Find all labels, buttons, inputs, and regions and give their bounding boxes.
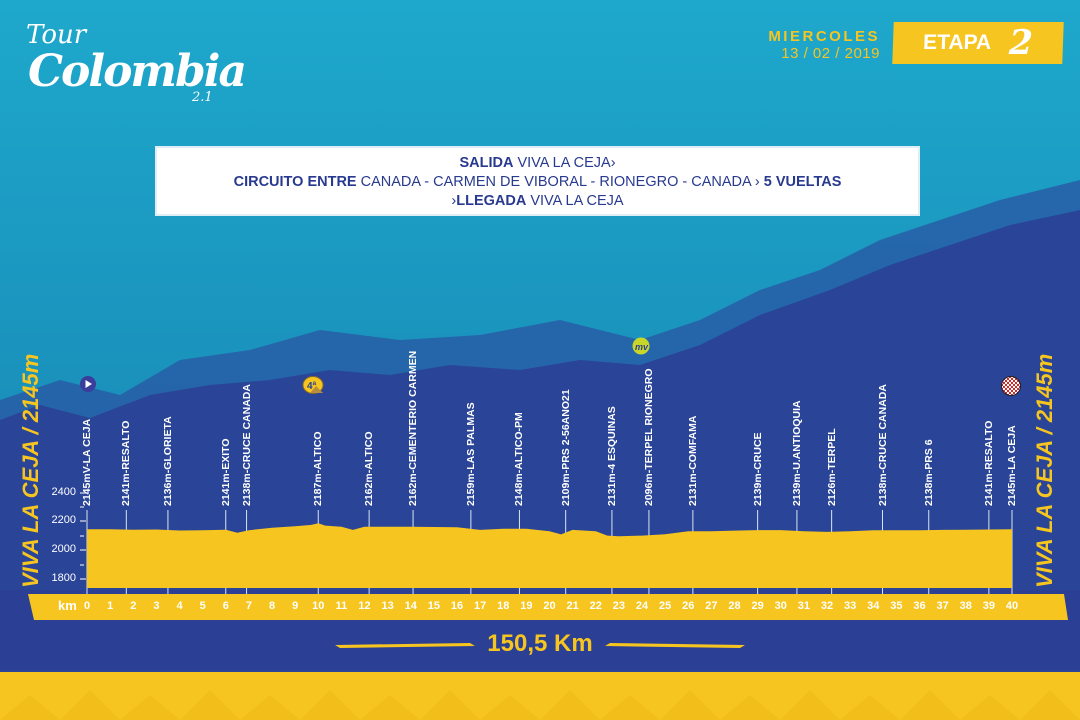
km-tick-label: 21 xyxy=(566,600,579,612)
waypoint-label: 2138m-PRS 6 xyxy=(922,439,935,506)
km-tick-label: 12 xyxy=(358,600,371,612)
distance-stroke-right xyxy=(605,643,745,648)
elevation-area xyxy=(87,523,1012,588)
svg-text:4ª: 4ª xyxy=(307,381,317,392)
route-description: SALIDA VIVA LA CEJA› CIRCUITO ENTRE CANA… xyxy=(155,146,920,216)
waypoint-label: 2162m-CEMENTERIO CARMEN xyxy=(407,350,420,506)
mountain-4th-category-icon: 4ª xyxy=(302,376,324,394)
km-tick-label: 32 xyxy=(820,600,834,612)
waypoint-label: 2139m-CRUCE xyxy=(751,432,764,506)
waypoint-label: 2159m-LAS PALMAS xyxy=(464,402,477,506)
km-unit-label: km xyxy=(58,598,77,613)
km-tick-label: 1 xyxy=(107,600,114,612)
km-tick-label: 3 xyxy=(153,600,160,612)
km-tick-label: 13 xyxy=(381,600,394,612)
km-tick-label: 29 xyxy=(751,600,764,612)
waypoint-label: 2131m-4 ESQUINAS xyxy=(605,406,618,506)
waypoint-label: 2109m-PRS 2-56ANO21 xyxy=(559,389,572,506)
km-tick-label: 27 xyxy=(705,600,718,612)
tour-colombia-logo: Tour Colombia 2.1 xyxy=(22,18,247,113)
km-tick-label: 26 xyxy=(682,600,695,612)
laps-count: 5 VUELTAS xyxy=(763,174,842,190)
circuit-places: CANADA - CARMEN DE VIBORAL - RIONEGRO - … xyxy=(356,174,764,190)
waypoint-label: 2141m-EXITO xyxy=(219,438,232,506)
waypoint-label: 2141m-RESALTO xyxy=(982,420,995,506)
km-tick-label: 14 xyxy=(404,600,417,612)
km-tick-label: 0 xyxy=(83,600,91,612)
play-flag-icon xyxy=(80,376,96,392)
km-tick-label: 2 xyxy=(130,600,137,612)
km-tick-label: 28 xyxy=(728,600,741,612)
km-tick-label: 40 xyxy=(1005,600,1019,612)
km-tick-label: 31 xyxy=(797,600,810,612)
y-tick-2400: 2400 xyxy=(51,486,76,498)
y-axis-ticks xyxy=(80,492,86,580)
km-tick-label: 39 xyxy=(982,600,995,612)
km-tick-label: 5 xyxy=(199,600,206,612)
waypoint-label: 2139m-U.ANTIOQUIA xyxy=(790,400,803,506)
km-tick-label: 18 xyxy=(497,600,510,612)
waypoint-label: 2145mV-LA CEJA xyxy=(81,418,93,506)
logo-colombia-text: Colombia xyxy=(28,46,247,97)
km-tick-label: 19 xyxy=(520,600,533,612)
waypoint-label: 2145m-LA CEJA xyxy=(1006,425,1018,506)
finish-keyword: LLEGADA xyxy=(456,193,527,209)
y-tick-2200: 2200 xyxy=(51,514,76,526)
km-tick-label: 8 xyxy=(268,600,276,612)
km-tick-label: 17 xyxy=(474,600,487,612)
y-tick-2000: 2000 xyxy=(51,543,76,555)
route-start-line: SALIDA VIVA LA CEJA› xyxy=(157,154,918,173)
logo-edition-text: 2.1 xyxy=(192,90,213,105)
start-place: VIVA LA CEJA› xyxy=(513,155,616,171)
km-tick-label: 16 xyxy=(450,600,464,612)
km-tick-label: 7 xyxy=(245,600,252,612)
finish-place: VIVA LA CEJA xyxy=(526,193,624,209)
km-tick-label: 34 xyxy=(867,600,880,612)
logo-tour-text: Tour xyxy=(26,20,87,50)
waypoint-label: 2162m-ALTICO xyxy=(363,431,376,507)
circuit-keyword: CIRCUITO ENTRE xyxy=(233,174,357,190)
waypoint-label: 2136m-GLORIETA xyxy=(161,416,174,506)
waypoint-label: 2148m-ALTICO-PM xyxy=(513,412,526,506)
km-tick-label: 4 xyxy=(176,600,183,612)
km-tick-label: 25 xyxy=(659,600,672,612)
km-tick-label: 37 xyxy=(936,600,949,612)
total-distance: 150,5 Km xyxy=(487,630,593,657)
km-tick-label: 30 xyxy=(774,600,787,612)
stage-day: MIERCOLES xyxy=(768,28,880,45)
km-tick-label: 10 xyxy=(312,600,325,612)
waypoint-label: 2187m-ALTICO xyxy=(312,431,325,507)
distance-stroke-left xyxy=(335,643,475,648)
finish-prefix: › xyxy=(451,193,457,209)
waypoint-label: 2141m-RESALTO xyxy=(120,420,133,506)
sprint-meta-volante-icon: mv xyxy=(632,337,650,355)
km-tick-label: 38 xyxy=(959,600,972,612)
route-circuit-line: CIRCUITO ENTRE CANADA - CARMEN DE VIBORA… xyxy=(157,173,918,192)
route-finish-line: ›LLEGADA VIVA LA CEJA xyxy=(157,192,918,211)
waypoint-label: 2126m-TERPEL xyxy=(825,428,838,506)
stage-date-value: 13 / 02 / 2019 xyxy=(781,45,880,62)
km-axis-band xyxy=(28,594,1068,620)
y-tick-1800: 1800 xyxy=(51,572,76,584)
km-tick-label: 33 xyxy=(844,600,857,612)
km-tick-label: 35 xyxy=(890,600,903,612)
km-tick-label: 22 xyxy=(589,600,602,612)
svg-text:mv: mv xyxy=(635,342,649,352)
km-tick-label: 20 xyxy=(543,600,556,612)
km-tick-label: 9 xyxy=(292,600,299,612)
start-keyword: SALIDA xyxy=(459,155,514,171)
stage-date: MIERCOLES 13 / 02 / 2019 xyxy=(740,28,880,62)
km-tick-label: 23 xyxy=(612,600,625,612)
km-tick-label: 24 xyxy=(635,600,649,612)
waypoint-label: 2138m-CRUCE CANADA xyxy=(240,384,253,506)
km-tick-label: 36 xyxy=(913,600,926,612)
km-tick-label: 11 xyxy=(335,600,348,612)
km-tick-label: 15 xyxy=(427,600,440,612)
waypoint-label: 2096m-TERPEL RIONEGRO xyxy=(642,368,655,506)
waypoint-label: 2138m-CRUCE CANADA xyxy=(876,384,889,506)
checkered-flag-icon xyxy=(1001,376,1021,396)
km-tick-label: 6 xyxy=(222,600,229,612)
waypoint-label: 2131m-COMFAMA xyxy=(686,415,699,506)
